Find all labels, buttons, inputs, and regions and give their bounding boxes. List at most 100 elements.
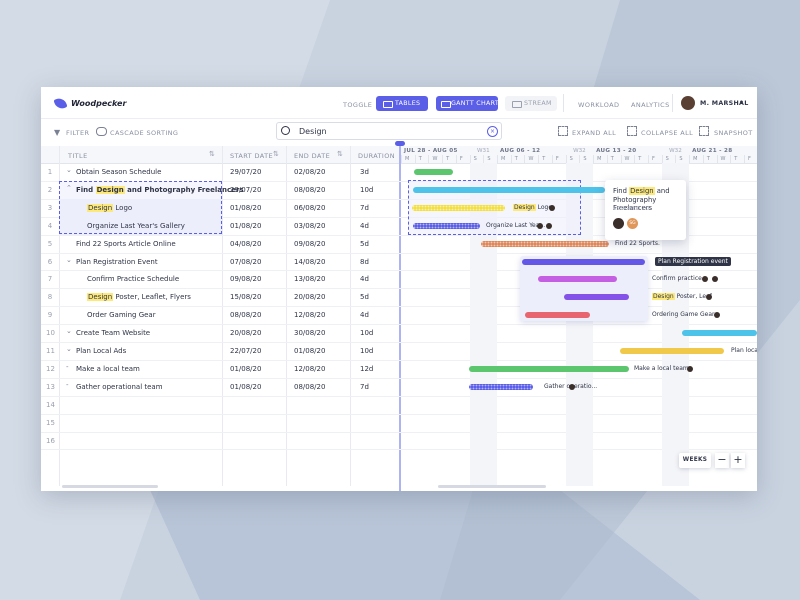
row-highlight bbox=[59, 180, 222, 199]
view-button[interactable]: TABLES bbox=[376, 96, 428, 111]
row-line bbox=[41, 234, 757, 236]
day-line bbox=[428, 155, 430, 163]
row-number: 7 bbox=[47, 275, 53, 284]
week-number: W32 bbox=[573, 148, 586, 154]
assignee-dot bbox=[706, 294, 712, 300]
gantt-bar[interactable] bbox=[564, 294, 629, 301]
bar-label: Find 22 Sports. bbox=[615, 239, 660, 247]
expand[interactable]: EXPAND ALL bbox=[572, 129, 617, 137]
task-title[interactable]: Gather operational team bbox=[76, 382, 163, 391]
nav-item[interactable]: WORKLOAD bbox=[578, 101, 620, 109]
duration: 3d bbox=[360, 168, 369, 176]
day-line bbox=[483, 155, 485, 163]
day-letter: S bbox=[665, 156, 669, 162]
expand-caret[interactable]: ⌄ bbox=[66, 327, 72, 336]
day-letter: M bbox=[501, 156, 506, 162]
expand-caret[interactable]: - bbox=[66, 380, 69, 389]
nav-item[interactable]: ANALYTICS bbox=[631, 101, 670, 109]
zoom-out[interactable]: − bbox=[715, 453, 729, 468]
row-highlight bbox=[59, 198, 222, 217]
row-line bbox=[41, 395, 757, 397]
expand-caret[interactable]: ⌄ bbox=[66, 345, 72, 353]
expand-caret[interactable]: ⌄ bbox=[66, 166, 72, 174]
start-date: 29/07/20 bbox=[230, 185, 262, 194]
task-title[interactable]: Order Gaming Gear bbox=[87, 311, 156, 320]
column-header[interactable]: START DATE bbox=[230, 152, 274, 160]
clear-search[interactable]: × bbox=[487, 126, 498, 137]
zoom-in[interactable]: + bbox=[731, 453, 745, 468]
day-line bbox=[744, 155, 745, 163]
gantt-bar[interactable] bbox=[414, 169, 453, 175]
snapshot[interactable]: SNAPSHOT bbox=[714, 129, 753, 137]
gantt-bar[interactable] bbox=[413, 222, 480, 229]
day-letter: S bbox=[679, 156, 683, 162]
column-line bbox=[286, 146, 287, 486]
view-button[interactable]: GANTT CHART bbox=[436, 96, 499, 111]
column-header[interactable]: TITLE bbox=[68, 152, 88, 160]
collapse[interactable]: COLLAPSE ALL bbox=[641, 129, 694, 137]
day-line bbox=[730, 155, 732, 163]
duration: 10d bbox=[360, 185, 374, 194]
task-title[interactable]: Design Logo bbox=[87, 203, 133, 212]
week-range: AUG 21 - 28 bbox=[692, 148, 733, 154]
assignee-dot bbox=[714, 312, 720, 318]
search-box[interactable] bbox=[276, 122, 502, 140]
view-button[interactable]: STREAM bbox=[505, 96, 557, 111]
end-date: 13/08/20 bbox=[294, 275, 326, 284]
expand-caret[interactable]: - bbox=[66, 362, 69, 371]
avatar[interactable] bbox=[681, 96, 695, 110]
row-line bbox=[41, 198, 757, 200]
day-letter: F bbox=[651, 156, 655, 162]
gantt-bar[interactable] bbox=[620, 348, 724, 354]
gantt-bar[interactable] bbox=[525, 312, 590, 319]
end-date: 14/08/20 bbox=[294, 257, 326, 266]
header-bar bbox=[41, 87, 757, 119]
duration: 5d bbox=[360, 239, 369, 248]
row-number: 3 bbox=[47, 203, 53, 212]
task-title[interactable]: Create Team Website bbox=[76, 329, 151, 338]
start-date: 01/08/20 bbox=[230, 364, 262, 373]
day-line bbox=[497, 155, 499, 163]
sort-icon: ⇅ bbox=[337, 150, 343, 158]
task-title[interactable]: Find Design and Photography Freelancers bbox=[76, 185, 244, 194]
popup-avatar: SG bbox=[627, 218, 638, 229]
assignee-dot bbox=[687, 366, 693, 372]
day-line bbox=[538, 155, 540, 163]
task-title[interactable]: Plan Local Ads bbox=[76, 347, 127, 355]
assignee-dot bbox=[537, 223, 543, 229]
gantt-bar[interactable] bbox=[469, 383, 533, 390]
gantt-bar[interactable] bbox=[413, 186, 605, 193]
end-date: 03/08/20 bbox=[294, 221, 326, 230]
filter[interactable]: FILTER bbox=[66, 129, 90, 137]
week-range: AUG 06 - 12 bbox=[500, 148, 541, 154]
user-name[interactable]: M. MARSHAL bbox=[700, 100, 749, 107]
task-title[interactable]: Obtain Season Schedule bbox=[76, 168, 162, 176]
expand-caret[interactable]: ⌄ bbox=[66, 255, 72, 264]
gantt-bar[interactable] bbox=[412, 204, 505, 211]
start-date: 04/08/20 bbox=[230, 239, 262, 248]
task-title[interactable]: Confirm Practice Schedule bbox=[87, 275, 180, 284]
column-header[interactable]: DURATION bbox=[358, 152, 396, 160]
start-date: 08/08/20 bbox=[230, 311, 262, 320]
column-header[interactable]: END DATE bbox=[294, 152, 331, 160]
gantt-bar[interactable] bbox=[469, 365, 629, 372]
row-line bbox=[41, 180, 757, 182]
task-title[interactable]: Make a local team bbox=[76, 364, 140, 373]
gantt-bar[interactable] bbox=[481, 240, 609, 247]
expand-icon bbox=[558, 126, 568, 136]
gantt-bar[interactable] bbox=[522, 258, 645, 265]
sort-icon: ⇅ bbox=[273, 150, 279, 158]
end-date: 20/08/20 bbox=[294, 293, 326, 302]
duration: 7d bbox=[360, 203, 369, 212]
day-letter: T bbox=[610, 156, 614, 162]
task-title[interactable]: Find 22 Sports Article Online bbox=[76, 239, 176, 248]
gantt-bar[interactable] bbox=[538, 276, 617, 283]
task-title[interactable]: Organize Last Year's Gallery bbox=[87, 221, 185, 230]
row-line bbox=[41, 216, 757, 218]
row-number: 5 bbox=[47, 239, 53, 248]
task-title[interactable]: Design Poster, Leaflet, Flyers bbox=[87, 293, 191, 302]
task-title[interactable]: Plan Registration Event bbox=[76, 257, 158, 266]
gantt-bar[interactable] bbox=[682, 330, 757, 337]
expand-caret[interactable]: ⌃ bbox=[66, 183, 72, 192]
cascade[interactable]: CASCADE SORTING bbox=[110, 129, 179, 137]
